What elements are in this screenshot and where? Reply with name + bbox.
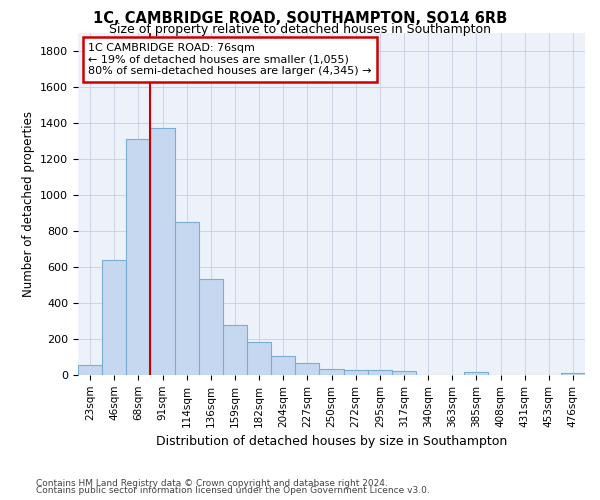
Bar bbox=[175, 222, 199, 375]
Bar bbox=[464, 372, 488, 375]
Bar bbox=[247, 342, 271, 375]
Text: Size of property relative to detached houses in Southampton: Size of property relative to detached ho… bbox=[109, 22, 491, 36]
Bar bbox=[151, 128, 175, 375]
Bar bbox=[561, 373, 585, 375]
Bar bbox=[319, 368, 344, 375]
Bar bbox=[392, 372, 416, 375]
Bar bbox=[102, 260, 126, 375]
Text: 1C CAMBRIDGE ROAD: 76sqm
← 19% of detached houses are smaller (1,055)
80% of sem: 1C CAMBRIDGE ROAD: 76sqm ← 19% of detach… bbox=[88, 43, 371, 76]
X-axis label: Distribution of detached houses by size in Southampton: Distribution of detached houses by size … bbox=[156, 435, 507, 448]
Bar bbox=[295, 362, 319, 375]
Bar bbox=[368, 370, 392, 375]
Bar bbox=[78, 365, 102, 375]
Bar bbox=[126, 139, 151, 375]
Bar bbox=[223, 324, 247, 375]
Bar bbox=[271, 356, 295, 375]
Y-axis label: Number of detached properties: Number of detached properties bbox=[22, 111, 35, 296]
Text: 1C, CAMBRIDGE ROAD, SOUTHAMPTON, SO14 6RB: 1C, CAMBRIDGE ROAD, SOUTHAMPTON, SO14 6R… bbox=[93, 11, 507, 26]
Text: Contains HM Land Registry data © Crown copyright and database right 2024.: Contains HM Land Registry data © Crown c… bbox=[36, 478, 388, 488]
Text: Contains public sector information licensed under the Open Government Licence v3: Contains public sector information licen… bbox=[36, 486, 430, 495]
Bar bbox=[344, 370, 368, 375]
Bar bbox=[199, 280, 223, 375]
